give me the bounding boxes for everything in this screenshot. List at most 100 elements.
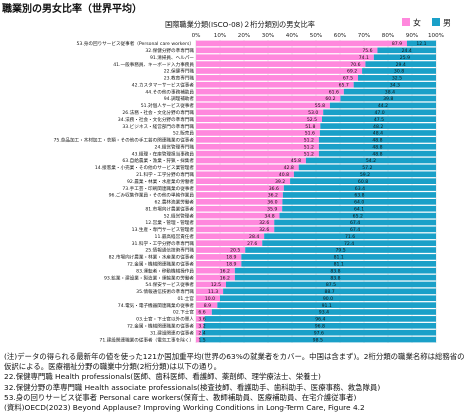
- bar-female: [196, 302, 218, 308]
- note-line: 仮訳による。医療福祉分野の職業中分類(2桁分類)は以下の通り。: [4, 362, 222, 372]
- bar-male: [343, 88, 436, 95]
- male-value-label: 79.5: [335, 248, 345, 254]
- bar-male: [318, 137, 436, 143]
- female-value-label: 32.6: [259, 227, 269, 233]
- bar-female: [196, 178, 291, 184]
- bar-male: [234, 274, 436, 281]
- male-value-label: 12.1: [416, 41, 426, 47]
- bar-female: [196, 288, 224, 295]
- male-value-label: 90.0: [323, 296, 333, 302]
- bar-male: [329, 102, 436, 109]
- bars: [196, 40, 436, 343]
- bar-female: [196, 233, 265, 240]
- category-label: 31.建設関連の従事者: [150, 329, 194, 336]
- category-label: 52.販売員: [173, 130, 194, 137]
- bar-male: [241, 254, 436, 260]
- male-value-label: 32.5: [392, 76, 402, 82]
- x-tick-label: 50%: [310, 33, 322, 39]
- male-value-label: 57.2: [362, 165, 372, 171]
- bar-male: [293, 171, 436, 178]
- bar-male: [320, 123, 436, 129]
- x-tick-label: 20%: [238, 33, 250, 39]
- note-line: 22.保健専門職 Health professionals(医師、歯科医師、看護…: [4, 372, 321, 382]
- bar-female: [196, 137, 319, 143]
- male-value-label: 60.8: [358, 179, 368, 185]
- female-value-label: 74.1: [359, 55, 369, 61]
- legend-swatch: [432, 18, 440, 26]
- category-label: 21.科学・工学分野の専門職: [136, 171, 194, 178]
- category-label: 73.手工芸・印刷関連職業の従事者: [122, 185, 194, 192]
- category-labels: 53.身の回りサービス従事者（Personal care workers）32.…: [53, 40, 194, 343]
- bar-female: [196, 329, 202, 336]
- bar-female: [196, 212, 280, 219]
- bar-female: [196, 68, 363, 74]
- bar-female: [196, 322, 204, 329]
- male-value-label: 81.1: [334, 255, 344, 261]
- female-value-label: 42.8: [284, 165, 294, 171]
- male-value-label: 67.4: [350, 227, 360, 233]
- bar-female: [196, 260, 242, 267]
- category-label: 31.科学・工学分野の準専門職: [132, 240, 195, 247]
- female-value-label: 27.6: [247, 241, 257, 247]
- x-tick-label: 70%: [358, 33, 370, 39]
- bar-male: [358, 75, 436, 81]
- male-value-label: 24.4: [402, 48, 412, 54]
- bar-female: [196, 102, 330, 109]
- female-value-label: 18.9: [226, 255, 236, 261]
- male-value-label: 96.4: [315, 317, 325, 323]
- bar-male: [226, 281, 436, 288]
- legend-label: 男: [443, 19, 451, 28]
- female-value-label: 28.4: [249, 234, 259, 240]
- bar-male: [220, 295, 436, 302]
- female-value-label: 12.5: [211, 282, 221, 288]
- female-value-label: 39.2: [275, 179, 285, 185]
- category-label: 25.情報通信技術専門職: [145, 247, 194, 254]
- bar-male: [318, 150, 436, 157]
- bar-female: [196, 267, 235, 274]
- category-label: 62.農林漁業労働者: [155, 199, 195, 206]
- bar-male: [319, 130, 436, 136]
- female-value-label: 18.9: [226, 262, 236, 268]
- female-value-label: 20.5: [230, 248, 240, 254]
- bar-male: [365, 61, 436, 67]
- bar-male: [406, 40, 436, 47]
- male-value-label: 63.4: [355, 186, 365, 192]
- female-value-label: 87.9: [392, 41, 402, 47]
- category-label: 22.保健専門職: [164, 68, 195, 75]
- male-value-label: 71.6: [345, 234, 355, 240]
- male-value-label: 93.4: [319, 310, 329, 316]
- male-value-label: 48.8: [372, 151, 382, 157]
- bar-male: [323, 109, 436, 116]
- note-line: (注)データの得られる最新年の値を使った121か国加重平均(世界の63%の就業者…: [4, 352, 465, 361]
- note-line: 53.身の回りサービス従事者 Personal care workers(保育士…: [4, 392, 357, 402]
- bar-male: [283, 185, 436, 191]
- category-label: 34.法務・社会・文化分野の準専門職: [118, 116, 195, 123]
- category-label: 42.カスタマーサービス従事者: [132, 81, 195, 88]
- bar-female: [196, 336, 200, 343]
- female-value-label: 51.6: [305, 131, 315, 137]
- female-value-label: 40.8: [279, 172, 289, 178]
- bar-male: [223, 288, 436, 295]
- bar-female: [196, 61, 366, 67]
- male-value-label: 98.5: [313, 337, 323, 343]
- male-value-label: 67.4: [350, 220, 360, 226]
- category-label: 93.鉱業・建設業・製造業・運輸業の労働者: [104, 274, 194, 281]
- x-tick-label: 60%: [334, 33, 346, 39]
- bar-male: [262, 240, 436, 246]
- bar-female: [196, 40, 407, 47]
- category-label: 01.士官: [178, 295, 195, 302]
- female-value-label: 51.2: [304, 138, 314, 144]
- female-value-label: 36.2: [268, 193, 278, 199]
- male-value-label: 25.9: [400, 55, 410, 61]
- bar-female: [196, 192, 283, 198]
- bar-female: [196, 75, 358, 81]
- bar-male: [340, 95, 436, 102]
- male-value-label: 64.1: [354, 206, 364, 212]
- category-label: 94.調理補助者: [164, 95, 195, 102]
- bar-male: [290, 178, 436, 184]
- bar-female: [196, 95, 341, 102]
- male-value-label: 48.8: [372, 138, 382, 144]
- bar-male: [264, 233, 436, 240]
- female-value-label: 3.6: [198, 317, 205, 323]
- bar-female: [196, 281, 226, 288]
